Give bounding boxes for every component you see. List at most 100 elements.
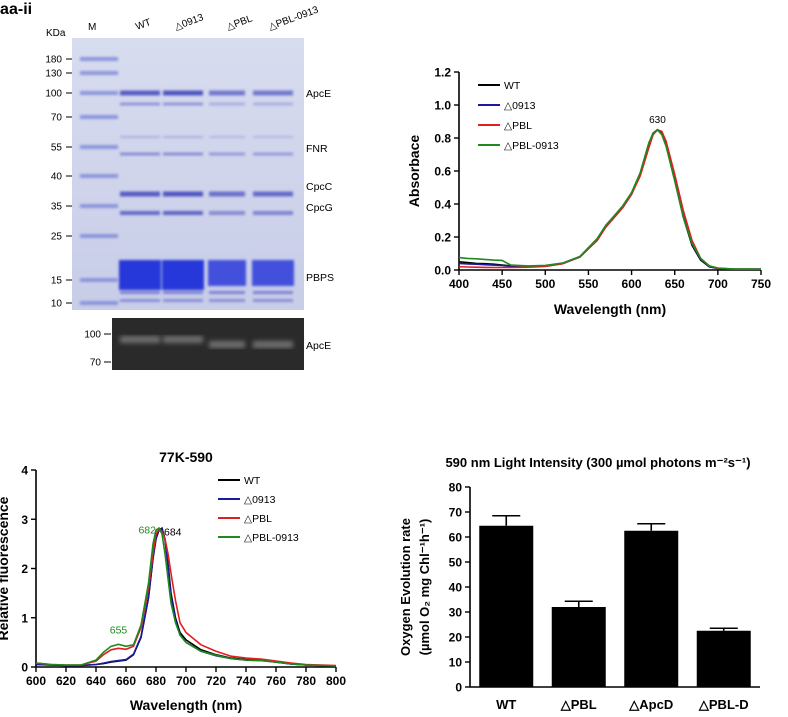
y-tick-label: 10 (449, 656, 463, 670)
gel-band (120, 211, 160, 215)
y-tick-label: 60 (449, 531, 463, 545)
gel-band (163, 136, 203, 138)
y-tick-label: 0.0 (434, 264, 451, 278)
absorbance-chart: 400 450 500 550 600 650 700 750 0.0 0.2 0.4 0.6 0.8 1… (406, 66, 771, 318)
y-axis-label: Absorbace (406, 135, 422, 208)
gel-band (253, 299, 293, 302)
x-tick-label: 760 (266, 674, 286, 688)
bar-2 (624, 530, 679, 687)
x-tick-label: 450 (492, 277, 512, 291)
legend-label: △PBL-0913 (244, 532, 299, 544)
x-tick-label: 500 (535, 277, 555, 291)
ladder-label: 25 (51, 232, 63, 243)
gel-band (209, 191, 245, 197)
chart-title: 77K-590 (159, 449, 213, 465)
western-ladder-label: 100 (84, 330, 101, 341)
gel-band (120, 136, 160, 138)
lane-label-pbl-0913: △PBL-0913 (267, 4, 320, 32)
gel-band (120, 152, 160, 156)
western-bands (120, 336, 293, 348)
gel-band (253, 211, 293, 215)
ladder-label: 70 (51, 113, 63, 124)
gel-band (209, 136, 245, 138)
gel-band (120, 191, 160, 197)
x-tick-label: 600 (622, 277, 642, 291)
gel-band (163, 152, 203, 156)
legend-label: △PBL-0913 (504, 140, 559, 152)
gel-band (163, 299, 203, 302)
ladder-band (80, 115, 118, 119)
gel-band (163, 211, 203, 215)
category-label: △PBL (560, 697, 597, 712)
gel-band (209, 291, 245, 294)
gel-band (120, 90, 160, 96)
legend-label: WT (504, 80, 521, 92)
panel-label-a-ii: a-ii (9, 1, 32, 18)
y-tick-label: 0.2 (434, 231, 451, 245)
oxygen-chart: 0 10 20 30 40 50 60 70 80 WT △PBL △ApcD △PBL-D 590 nm… (398, 455, 760, 712)
ladder-group: 180 130 100 70 55 40 35 25 15 10 (45, 55, 72, 310)
gel-band (209, 152, 245, 156)
series-line-1 (35, 528, 337, 667)
western-label-group: 100 70 ApcE (84, 330, 331, 369)
y-tick-label: 70 (449, 506, 463, 520)
western-band (163, 336, 203, 343)
band-label-cpcc: CpcC (306, 181, 333, 193)
gel-band (120, 291, 160, 294)
y-tick-label: 50 (449, 556, 463, 570)
series-line-3 (35, 526, 337, 667)
series-line-2 (458, 128, 761, 270)
bar-1 (551, 607, 606, 687)
gel-band (163, 90, 203, 96)
x-tick-label: 600 (26, 674, 46, 688)
x-tick-label: 720 (206, 674, 226, 688)
x-axis-label: Wavelength (nm) (130, 697, 242, 713)
x-tick-label: 400 (449, 277, 469, 291)
peak-annotation-684: 684 (164, 527, 182, 539)
band-label-group: ApcE FNR CpcC CpcG PBPS (306, 88, 334, 284)
lane-label-pbl: △PBL (225, 13, 254, 33)
x-tick-label: 550 (578, 277, 598, 291)
lane-label-wt: WT (134, 17, 152, 33)
legend-label: WT (244, 475, 261, 487)
legend-label: △PBL (244, 513, 272, 525)
western-ladder-label: 70 (90, 358, 102, 369)
x-tick-label: 660 (116, 674, 136, 688)
y-tick-label: 3 (21, 513, 28, 527)
band-label-apce: ApcE (306, 88, 331, 100)
ladder-label: 35 (51, 202, 63, 213)
y-tick-label: 20 (449, 631, 463, 645)
ladder-label: 10 (51, 299, 63, 310)
x-tick-label: 700 (708, 277, 728, 291)
band-label-fnr: FNR (306, 143, 328, 155)
gel-band-pbps (119, 260, 161, 290)
legend-label: △0913 (504, 100, 536, 112)
chart-title: 590 nm Light Intensity (300 µmol photons… (445, 455, 750, 470)
gel-band (209, 90, 245, 96)
band-group (80, 57, 294, 305)
gel-band-pbps (252, 260, 294, 286)
gel-band (253, 291, 293, 294)
y-tick-label: 80 (449, 481, 463, 495)
gel-band (253, 152, 293, 156)
x-tick-label: 780 (296, 674, 316, 688)
ladder-band (80, 204, 118, 208)
y-tick-label: 1.0 (434, 99, 451, 113)
ladder-label: 15 (51, 276, 63, 287)
y-axis-label: Relative fluorescence (0, 496, 11, 640)
gel-band (163, 291, 203, 294)
peak-annotation-655: 655 (110, 624, 128, 636)
lane-label-0913: △0913 (173, 12, 205, 33)
category-label: △PBL-D (698, 697, 749, 712)
series-line-2 (35, 527, 337, 667)
x-tick-label: 620 (56, 674, 76, 688)
gel-band (209, 102, 245, 106)
gel-band (209, 299, 245, 302)
gel-band (253, 136, 293, 138)
ladder-band (80, 234, 118, 238)
y-tick-label: 0.4 (434, 198, 451, 212)
y-tick-label: 1 (21, 611, 28, 625)
lane-label-m: M (88, 22, 96, 33)
legend-label: △PBL (504, 120, 532, 132)
